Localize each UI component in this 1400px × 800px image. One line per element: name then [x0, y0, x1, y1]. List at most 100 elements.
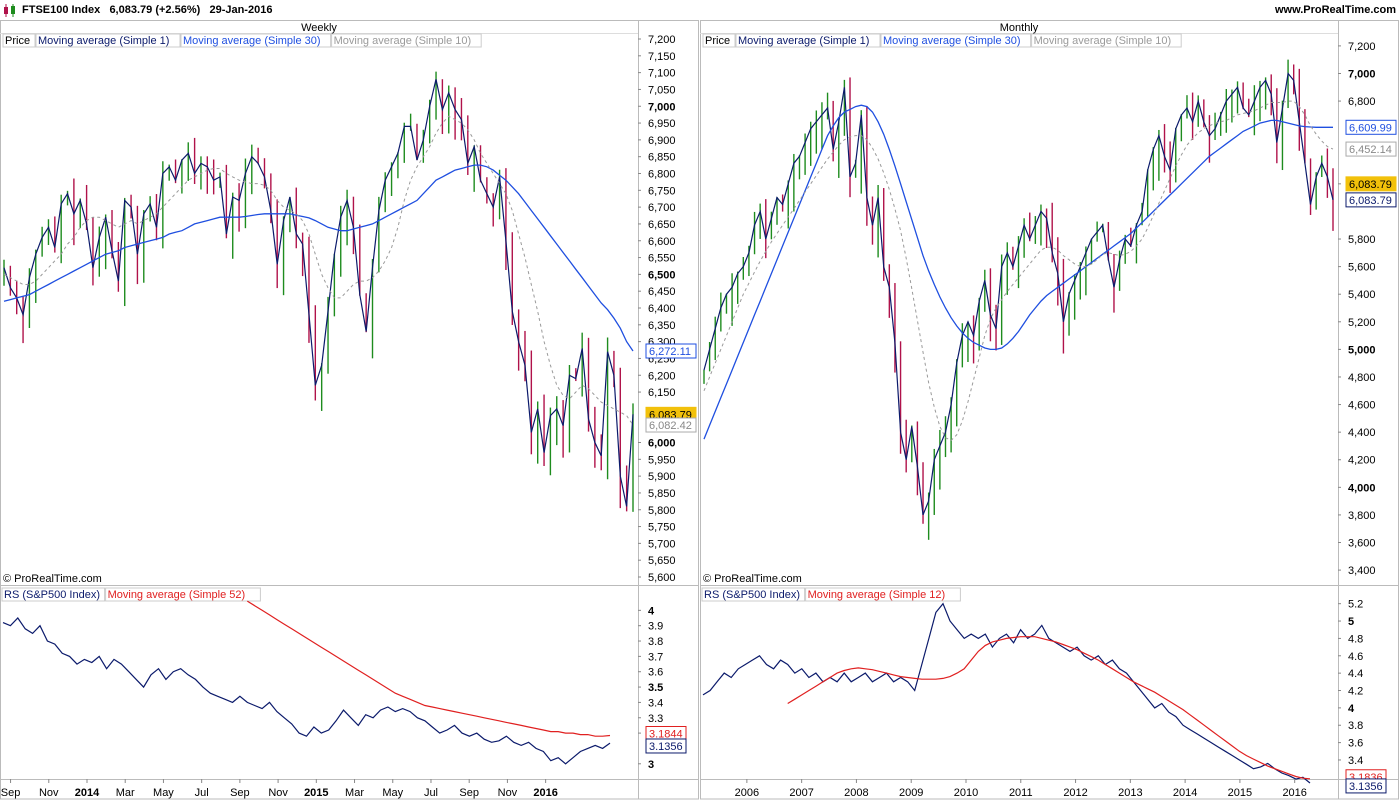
copyright-label: © ProRealTime.com	[3, 573, 102, 585]
panel-frame	[700, 20, 1399, 800]
legend-item[interactable]: Moving average (Simple 1)	[38, 35, 169, 47]
value-tag	[1345, 176, 1397, 192]
rs-tick-label: 4	[648, 605, 655, 617]
rs-tick-label: 3.3	[648, 713, 663, 725]
time-label: Sep	[230, 787, 250, 799]
legend-box[interactable]	[735, 33, 881, 48]
legend-box[interactable]	[35, 33, 181, 48]
price-tick-label: 5,600	[1348, 262, 1376, 274]
value-tag	[645, 343, 697, 359]
rs-tick-label: 3.6	[1348, 738, 1363, 750]
rs-tick-label: 4.6	[1348, 651, 1363, 663]
legend-item[interactable]: Price	[705, 35, 730, 47]
legend-item[interactable]: Moving average (Simple 1)	[738, 35, 869, 47]
price-bars	[3, 71, 634, 512]
price-tick-label: 6,350	[648, 320, 676, 332]
rs-tick-label: 4.8	[1348, 633, 1363, 645]
rs-value-tag-label: 3.1844	[649, 728, 683, 740]
quote-date: 29-Jan-2016	[209, 4, 273, 16]
price-tick-label: 5,650	[648, 555, 676, 567]
series-line-0	[3, 79, 634, 507]
rs-tick-label: 3	[648, 759, 654, 771]
price-tick-label: 5,750	[648, 522, 676, 534]
price-tick-label: 7,000	[648, 101, 676, 113]
price-tick-label: 6,600	[648, 236, 676, 248]
legend-item[interactable]: Moving average (Simple 30)	[883, 35, 1021, 47]
rs-legend-item[interactable]: RS (S&P500 Index)	[4, 589, 100, 601]
time-label: 2007	[789, 787, 813, 799]
legend-item[interactable]: Moving average (Simple 30)	[183, 35, 321, 47]
time-label: Jul	[195, 787, 209, 799]
value-tag-label: 6,609.99	[1349, 122, 1392, 134]
rs-line	[2, 617, 611, 765]
rs-legend-box[interactable]	[1, 587, 106, 602]
price-tick-label: 4,400	[1348, 427, 1376, 439]
rs-legend-box[interactable]	[105, 587, 261, 602]
time-label: 2012	[1063, 787, 1087, 799]
legend-item[interactable]: Moving average (Simple 10)	[334, 35, 472, 47]
value-tag	[645, 417, 697, 433]
title-bar: FTSE100 Index 6,083.79 (+2.56%) 29-Jan-2…	[0, 0, 1400, 20]
instrument-title: FTSE100 Index 6,083.79 (+2.56%) 29-Jan-2…	[22, 4, 272, 16]
rs-legend-item[interactable]: RS (S&P500 Index)	[704, 589, 800, 601]
price-tick-label: 6,400	[648, 303, 676, 315]
rs-value-tag-label: 3.1356	[1349, 781, 1383, 793]
price-tick-label: 4,600	[1348, 400, 1376, 412]
time-label: 2010	[954, 787, 978, 799]
value-tag	[1345, 192, 1397, 208]
price-tick-label: 7,200	[1348, 41, 1376, 53]
rs-tick-label: 3.4	[1348, 755, 1363, 767]
rs-legend-box[interactable]	[701, 587, 806, 602]
copyright-label: © ProRealTime.com	[703, 573, 802, 585]
last-price: 6,083.79	[109, 4, 153, 16]
rs-tick-label: 3.6	[648, 667, 663, 679]
panel-frame	[0, 20, 699, 800]
time-label: Nov	[39, 787, 59, 799]
time-label: 2013	[1118, 787, 1142, 799]
legend-item[interactable]: Price	[5, 35, 30, 47]
price-tick-label: 3,800	[1348, 510, 1376, 522]
price-bars	[703, 59, 1334, 540]
legend-box[interactable]	[180, 33, 332, 48]
price-tick-label: 7,000	[1348, 68, 1376, 80]
legend-box[interactable]	[1031, 33, 1182, 48]
panel-weekly: Weekly Price Moving average (Simple 1) Movi…	[0, 20, 699, 800]
price-tick-label: 6,550	[648, 253, 676, 265]
price-tick-label: 4,800	[1348, 372, 1376, 384]
rs-tick-label: 3.8	[1348, 720, 1363, 732]
time-label: Mar	[345, 787, 364, 799]
price-tick-label: 4,200	[1348, 455, 1376, 467]
price-tick-label: 5,400	[1348, 289, 1376, 301]
legend-box[interactable]	[880, 33, 1032, 48]
rs-tick-label: 3.8	[648, 636, 663, 648]
legend-box[interactable]	[2, 33, 36, 48]
rs-legend-item[interactable]: Moving average (Simple 52)	[108, 589, 246, 601]
rs-ma-line	[787, 636, 1311, 780]
rs-tick-label: 4.4	[1348, 668, 1363, 680]
time-label: 2011	[1009, 787, 1033, 799]
time-label: 2015	[1228, 787, 1252, 799]
time-label: 2014	[75, 787, 100, 799]
price-tick-label: 5,800	[1348, 234, 1376, 246]
value-tag-label: 6,083.79	[1349, 195, 1392, 207]
time-label: 2016	[1282, 787, 1306, 799]
value-tag-label: 6,082.42	[649, 420, 692, 432]
rs-legend-box[interactable]	[805, 587, 961, 602]
price-tick-label: 3,600	[1348, 538, 1376, 550]
rs-tick-label: 4	[1348, 703, 1355, 715]
site-link[interactable]: www.ProRealTime.com	[1274, 4, 1396, 16]
rs-legend-item[interactable]: Moving average (Simple 12)	[808, 589, 946, 601]
price-tick-label: 3,400	[1348, 565, 1376, 577]
price-tick-label: 7,050	[648, 84, 676, 96]
legend-box[interactable]	[702, 33, 736, 48]
rs-value-tag-label: 3.1356	[649, 741, 683, 753]
price-tick-label: 6,950	[648, 118, 676, 130]
price-tick-label: 6,900	[648, 135, 676, 147]
price-tick-label: 5,700	[648, 538, 676, 550]
legend-box[interactable]	[331, 33, 482, 48]
panel-monthly: Monthly Price Moving average (Simple 1) Mov…	[700, 20, 1399, 800]
price-tick-label: 5,200	[1348, 317, 1376, 329]
price-tick-label: 6,500	[648, 269, 676, 281]
price-tick-label: 7,100	[648, 68, 676, 80]
legend-item[interactable]: Moving average (Simple 10)	[1034, 35, 1172, 47]
